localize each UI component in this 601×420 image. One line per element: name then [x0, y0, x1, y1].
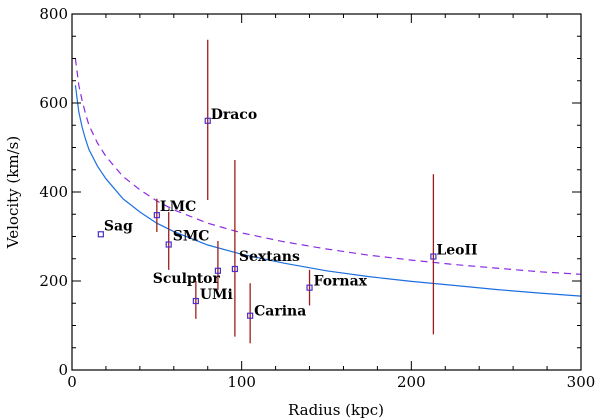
label-sculptor: Sculptor: [153, 271, 221, 287]
label-draco: Draco: [211, 107, 257, 123]
label-carina: Carina: [254, 304, 306, 320]
label-smc: SMC: [173, 229, 210, 245]
x-tick-label: 200: [397, 373, 426, 391]
x-axis-label: Radius (kpc): [288, 401, 384, 419]
label-leoii: LeoII: [436, 243, 477, 259]
label-sextans: Sextans: [239, 249, 300, 265]
point-sag: [97, 231, 104, 238]
solid-model-curve: [74, 85, 582, 297]
plot-frame: [71, 13, 582, 371]
point-leoii: [430, 253, 437, 260]
x-tick-label: 300: [567, 373, 596, 391]
label-lmc: LMC: [160, 199, 196, 215]
y-axis-label: Velocity (km/s): [4, 136, 22, 249]
point-sculptor: [214, 267, 222, 274]
error-bars: [156, 39, 435, 344]
point-fornax: [306, 284, 313, 291]
point-carina: [247, 312, 254, 319]
x-tick-label: 0: [67, 373, 77, 391]
y-tick-label: 0: [58, 361, 68, 379]
x-tick-label: 100: [227, 373, 256, 391]
point-draco: [204, 117, 211, 124]
y-tick-label: 800: [39, 5, 68, 23]
axes: 0 100 200 300 0 200 400 600 800: [39, 5, 595, 391]
point-lmc: [153, 212, 160, 219]
point-smc: [165, 241, 172, 248]
y-tick-label: 600: [39, 94, 68, 112]
model-curves: [74, 58, 582, 297]
label-umi: UMi: [200, 287, 233, 303]
y-tick-label: 200: [39, 272, 68, 290]
label-sag: Sag: [104, 218, 133, 234]
label-fornax: Fornax: [314, 274, 368, 290]
y-tick-label: 400: [39, 183, 68, 201]
point-umi: [192, 297, 199, 305]
point-sextans: [231, 265, 238, 273]
dashed-model-curve: [74, 58, 582, 275]
data-points: [97, 117, 437, 319]
